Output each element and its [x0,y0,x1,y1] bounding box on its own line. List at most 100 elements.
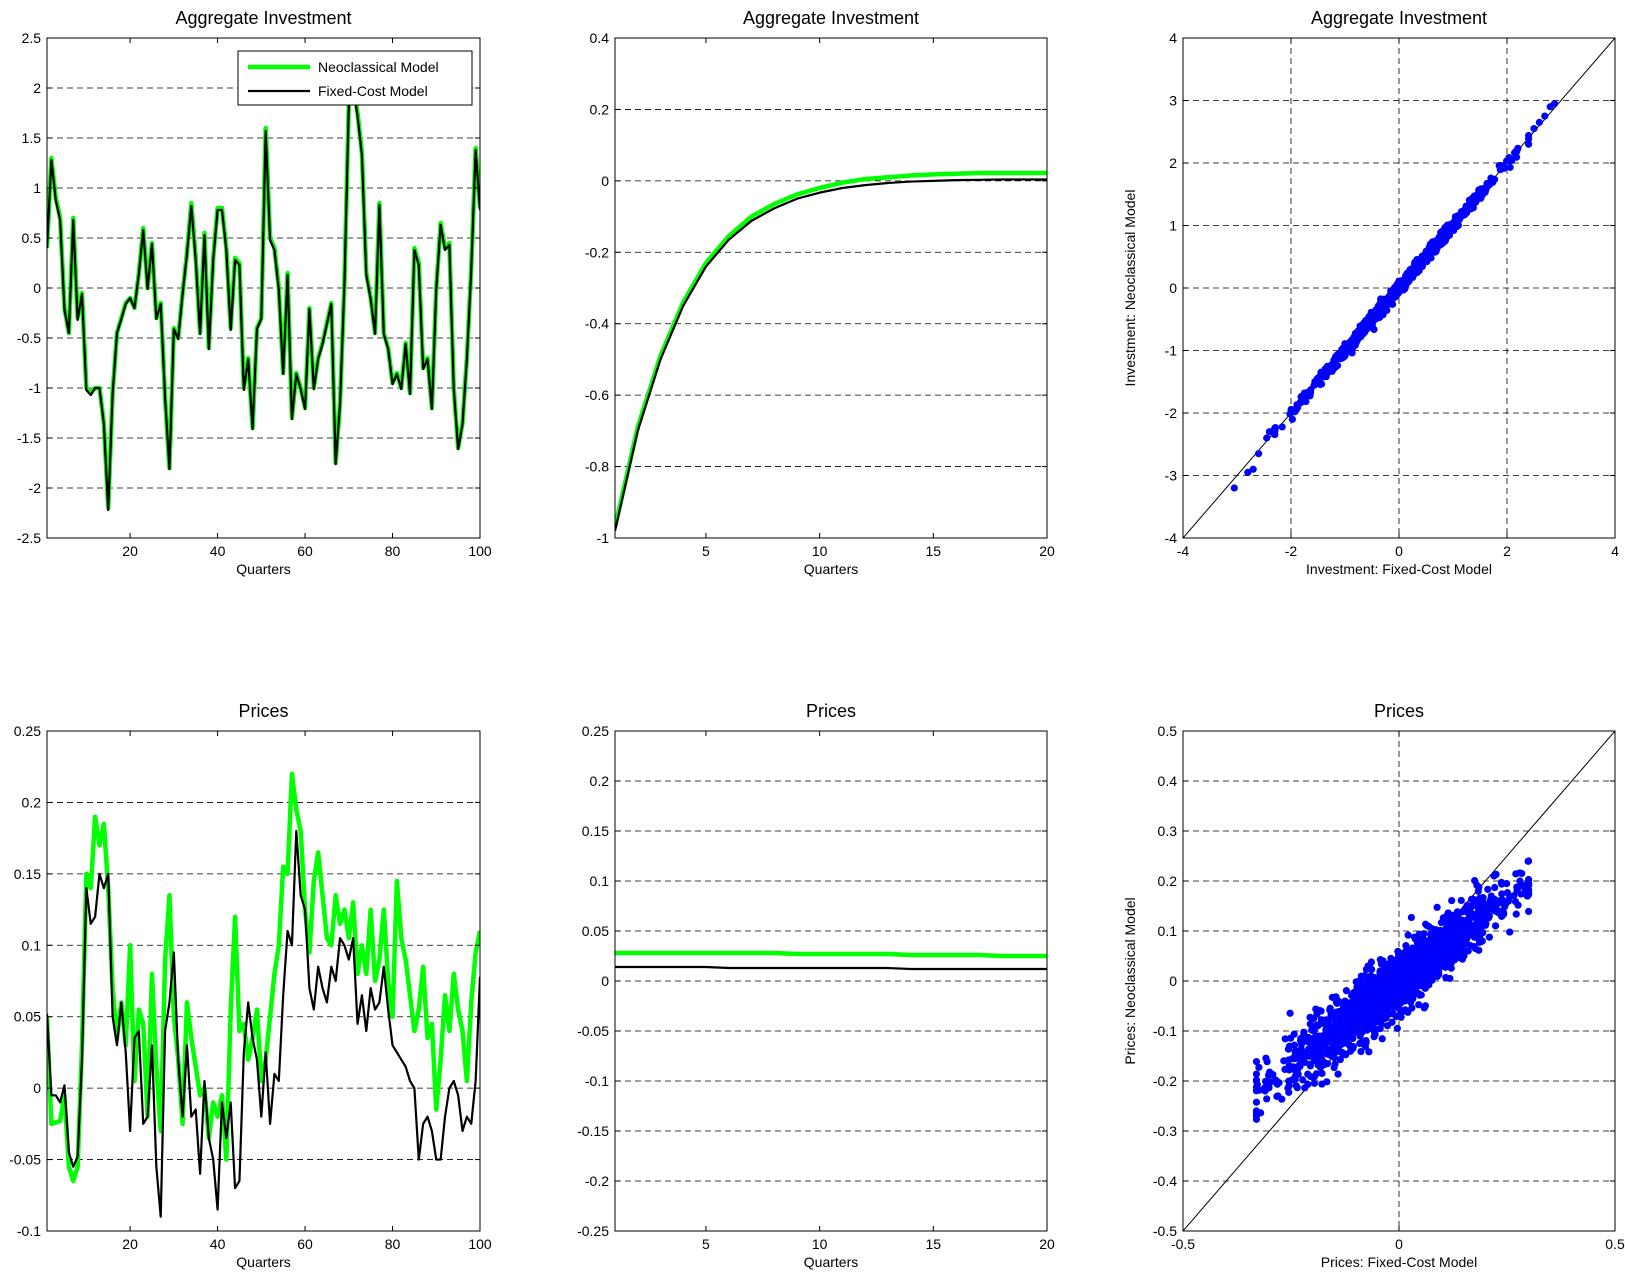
xtick-label: -0.5 [1171,1236,1195,1252]
scatter-point [1374,1014,1382,1022]
x-axis-label: Prices: Fixed-Cost Model [1321,1254,1477,1270]
ytick-label: 1 [33,180,41,196]
ytick-label: -0.05 [9,1152,41,1168]
scatter-point [1318,1069,1326,1077]
scatter-point [1252,1077,1261,1085]
ytick-label: 1.5 [22,130,42,146]
scatter-point [1244,468,1252,476]
scatter-point [1463,901,1471,910]
scatter-point [1385,293,1393,301]
xtick-label: 4 [1611,543,1619,559]
scatter-point [1426,961,1434,969]
scatter-point [1388,996,1396,1004]
scatter-point [1412,972,1420,980]
scatter-point [1370,325,1378,334]
series-line-0 [615,950,1047,959]
panel-scatter-investment: -4 -3 -2 -1 0 1 2 3 4 -4 -2 0 2 4 Aggregate Investment… [1122,8,1619,577]
xtick-label: 10 [812,543,828,559]
scatter-point [1328,367,1336,375]
scatter-point [1370,983,1378,992]
scatter-point [1391,971,1399,979]
ytick-label: -0.2 [1153,1073,1177,1089]
scatter-point [1499,896,1507,904]
scatter-point [1459,935,1467,944]
scatter-point [1452,216,1460,224]
scatter-point [1372,315,1381,323]
scatter-point [1496,166,1504,174]
ytick-label: 2 [33,80,41,96]
axes-box [614,37,1048,539]
ytick-label: 0 [1169,280,1177,296]
scatter-point [1477,904,1485,913]
scatter-point [1295,1053,1303,1062]
scatter-point [1461,208,1470,216]
scatter-point [1407,913,1416,922]
scatter-point [1310,381,1318,389]
xtick-label: 20 [122,543,138,559]
scatter-point [1399,285,1407,293]
scatter-point [1512,910,1520,918]
ytick-label: 0 [601,173,609,189]
scatter-point [1367,1002,1376,1010]
scatter-point [1402,956,1410,964]
scatter-point [1230,484,1238,492]
ytick-label: 0 [33,1080,41,1096]
scatter-point [1525,131,1533,140]
scatter-point [1456,948,1464,957]
scatter-point [1450,224,1458,232]
scatter-point [1291,1072,1299,1081]
plot-area [615,950,1047,971]
scatter-point [1468,913,1477,921]
scatter-point [1252,1058,1261,1066]
xtick-label: 0 [1395,1236,1403,1252]
scatter-point [1377,960,1385,968]
xtick-label: 15 [926,543,942,559]
scatter-point [1339,1050,1347,1058]
scatter-point [1316,1033,1324,1041]
scatter-point [1310,1027,1318,1035]
scatter-point [1474,934,1482,942]
scatter-point [1308,1035,1316,1043]
ytick-label: 0.05 [582,923,609,939]
scatter-point [1432,961,1440,969]
scatter-point [1261,1087,1269,1095]
scatter-point [1364,974,1373,983]
ytick-label: -0.2 [585,244,609,260]
scatter-point [1484,914,1493,922]
scatter-point [1329,1027,1337,1035]
scatter-point [1426,930,1435,939]
scatter-point [1404,970,1412,978]
scatter-point [1289,406,1298,414]
scatter-point [1366,314,1374,323]
chart-title: Prices [806,701,856,721]
scatter-point [1252,1109,1261,1117]
ytick-label: -0.6 [585,387,609,403]
scatter-point [1328,993,1336,1001]
scatter-point [1358,326,1366,334]
scatter-point [1415,1001,1423,1009]
scatter-point [1342,1008,1350,1017]
ytick-label: -0.25 [577,1223,609,1239]
scatter-point [1317,1016,1325,1024]
scatter-point [1454,923,1462,932]
panel-ts-investment: -2.5 -2 -1.5 -1 -0.5 0 0.5 1 1.5 2 2.5 20 40 60 80 100 A… [17,8,492,577]
ticks: -0.1 -0.05 0 0.05 0.1 0.15 0.2 0.25 20 40 60 80 100 [9,723,492,1252]
ytick-label: 0.5 [22,230,42,246]
scatter-point [1486,180,1494,188]
scatter-point [1416,958,1424,966]
scatter-point [1402,942,1410,950]
scatter-point [1285,1088,1293,1096]
scatter-point [1474,887,1482,895]
scatter-point [1415,930,1423,938]
series-line-1 [47,86,480,512]
scatter-point [1358,1028,1366,1037]
scatter-point [1392,289,1400,297]
scatter-point [1418,980,1426,988]
scatter-point [1389,988,1397,996]
scatter-point [1362,1036,1370,1045]
x-axis-label: Quarters [804,561,858,577]
xtick-label: 40 [210,1236,226,1252]
scatter-point [1280,1057,1288,1065]
ticks: -0.5 -0.4 -0.3 -0.2 -0.1 0 0.1 0.2 0.3 0.4 0.5 -0.5… [1153,723,1625,1252]
xtick-label: 20 [1039,543,1055,559]
